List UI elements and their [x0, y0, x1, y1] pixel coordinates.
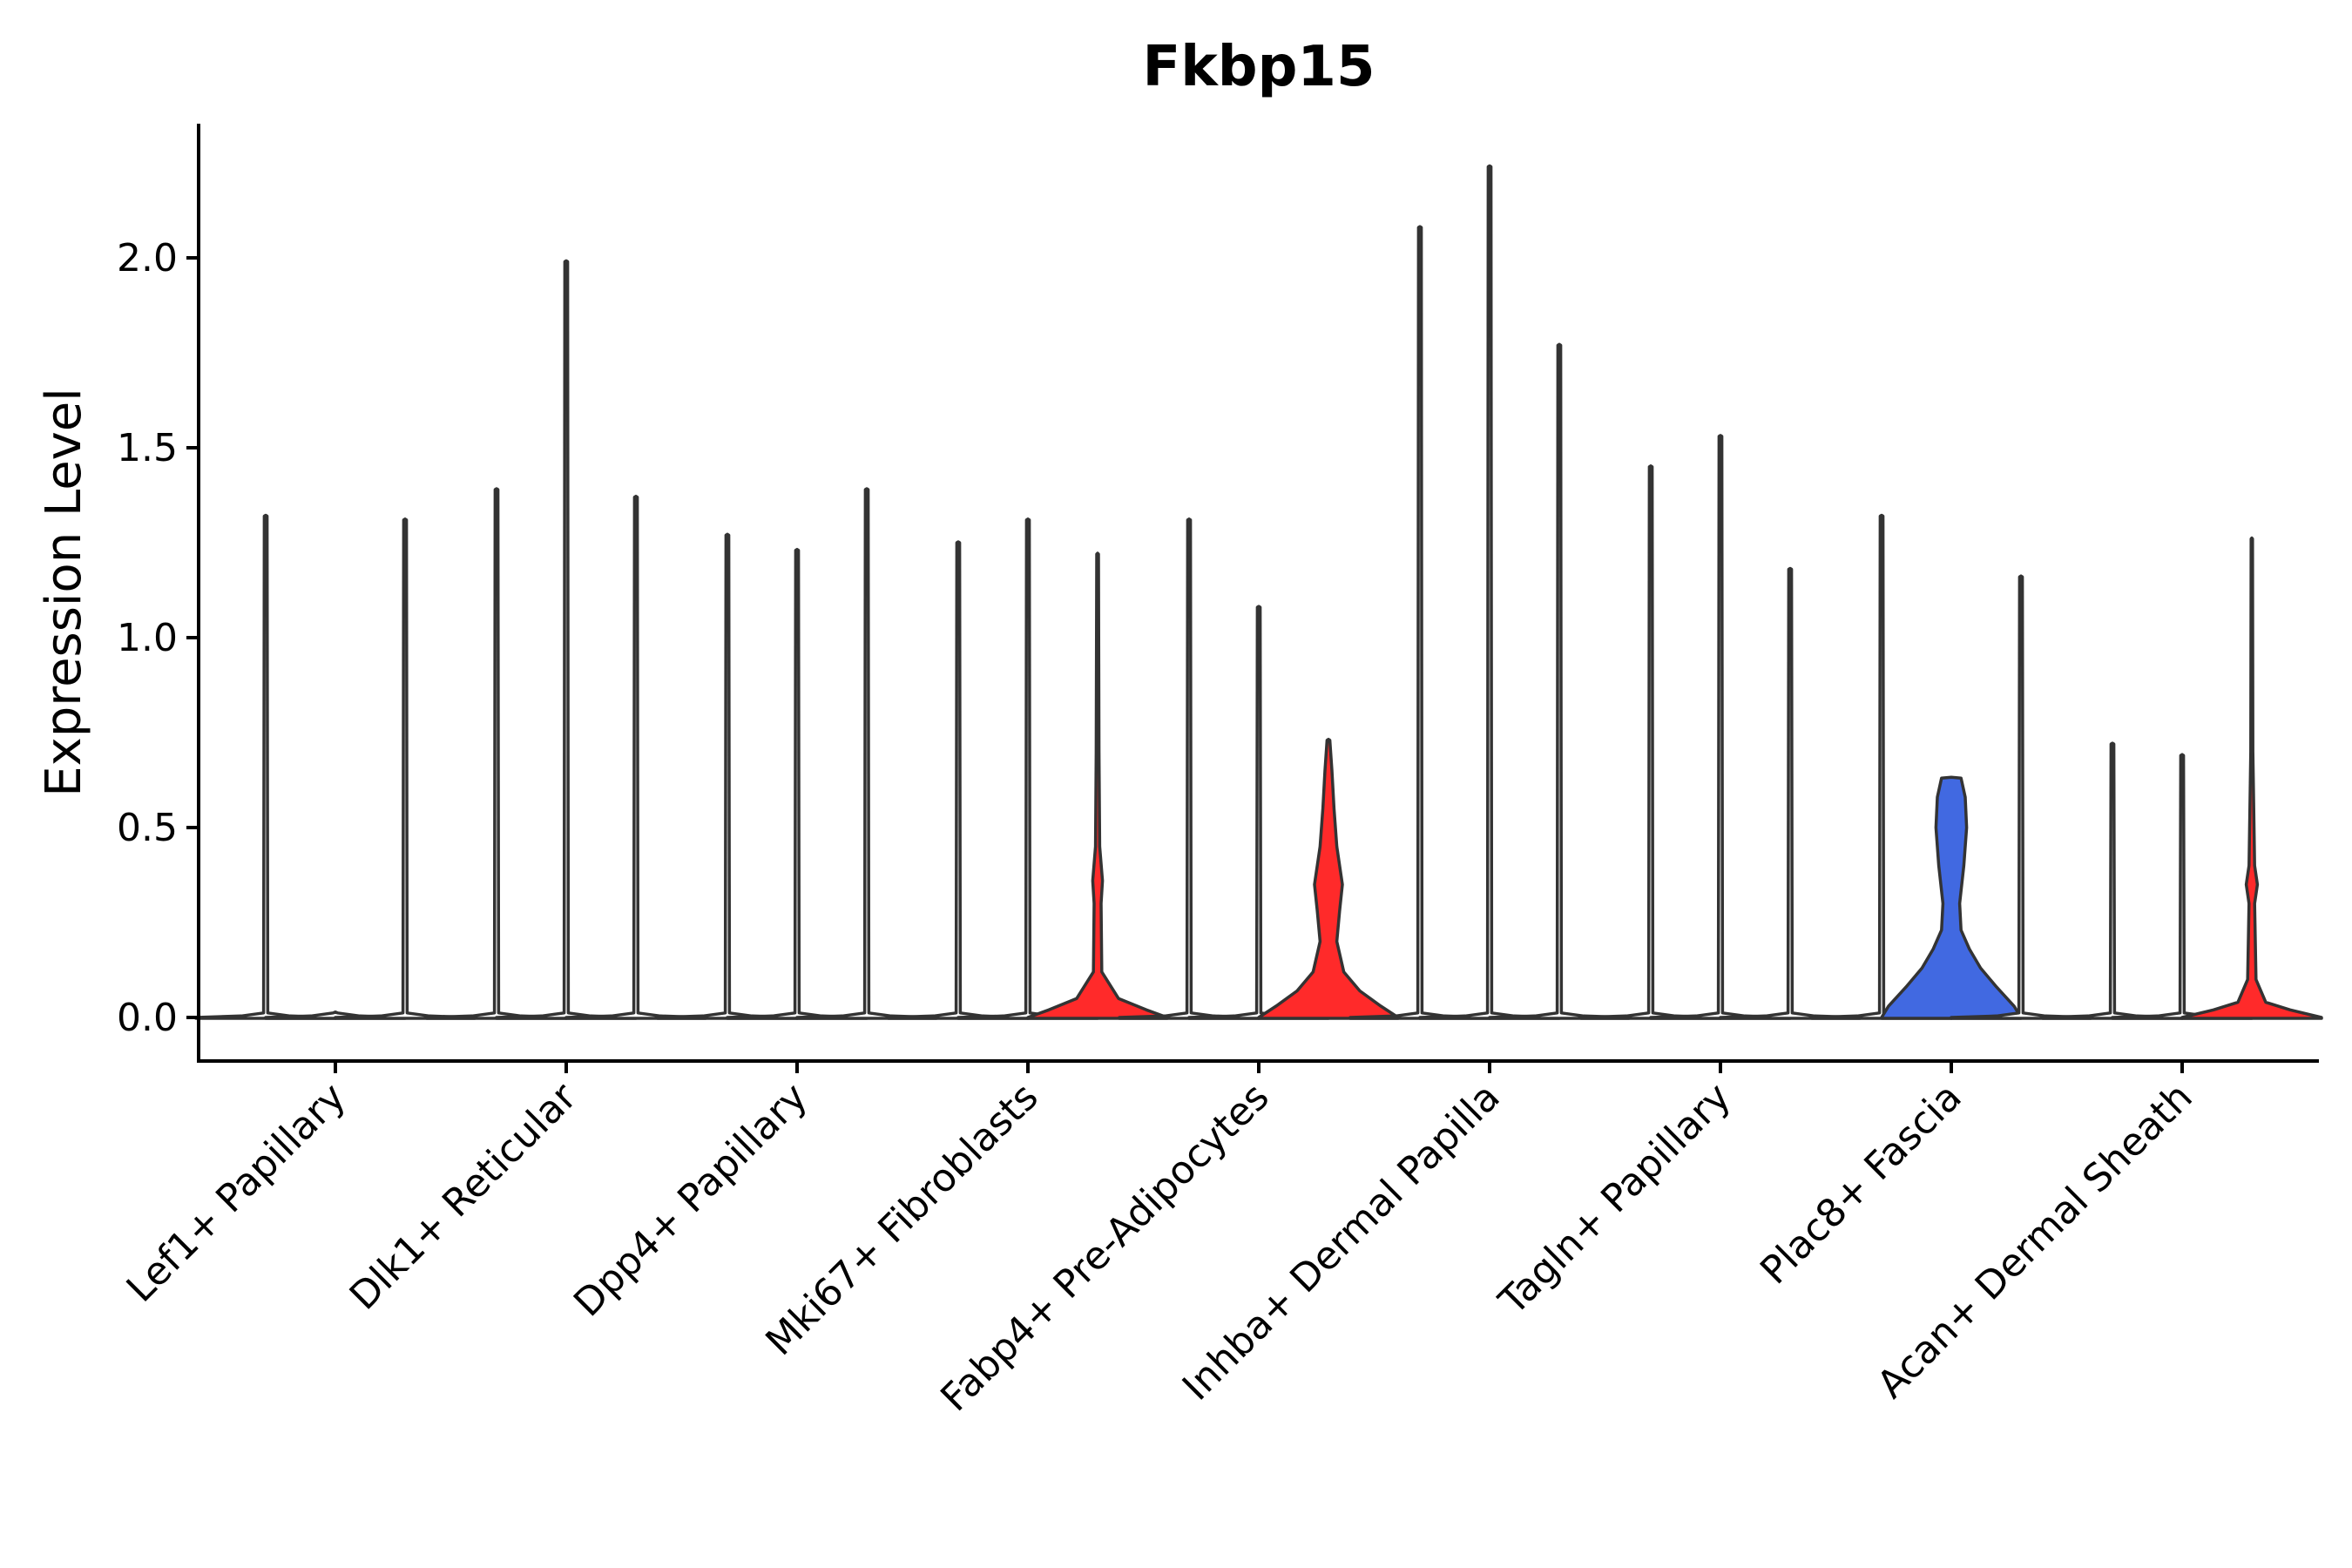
y-axis-ticks: 0.0 0.5 1.0 1.5 2.0	[117, 236, 199, 1040]
y-tick-label: 1.5	[117, 426, 178, 470]
y-tick-label: 1.0	[117, 616, 178, 660]
violin-mki67-fibroblasts-group-2	[1026, 551, 1169, 1020]
violin-fabp4-pre-adipocytes-group-2	[1257, 737, 1400, 1020]
violin-plac8-fascia-group-1	[1880, 775, 2023, 1020]
y-tick-label: 0.5	[117, 806, 178, 850]
chart-title: Fkbp15	[1143, 35, 1375, 99]
violin-acan-dermal-sheath-group-2	[2180, 536, 2323, 1020]
y-axis-label: Expression Level	[36, 388, 92, 797]
y-tick-label: 0.0	[117, 996, 178, 1040]
violin-group	[194, 164, 2323, 1020]
y-tick-label: 2.0	[117, 236, 178, 280]
